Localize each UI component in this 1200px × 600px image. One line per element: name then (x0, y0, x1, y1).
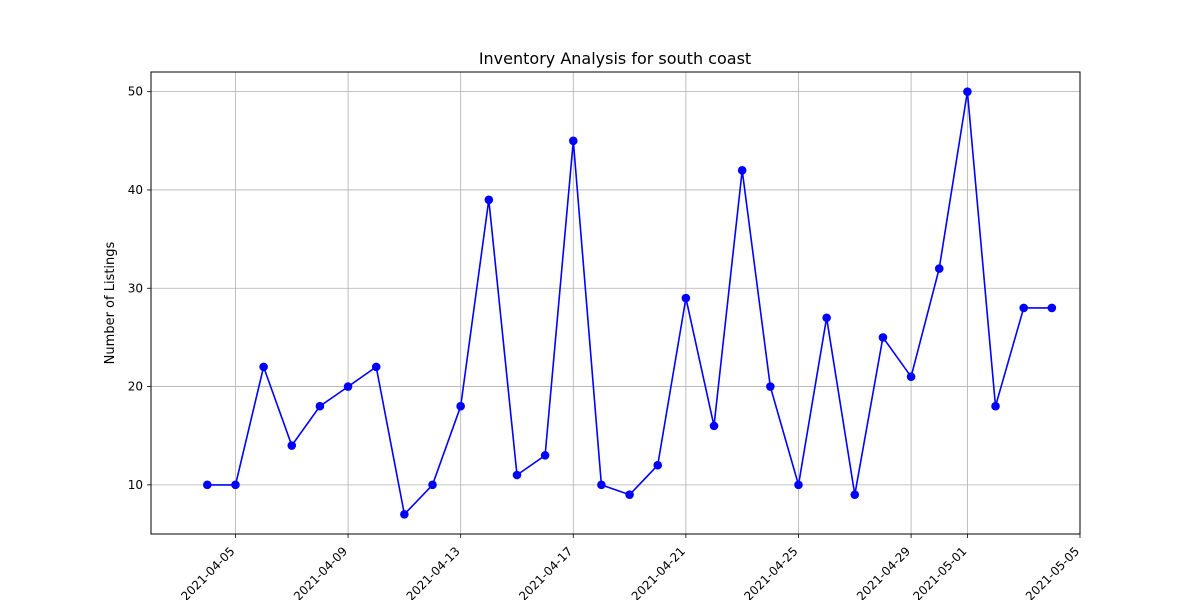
data-point (737, 165, 747, 175)
x-tick-label: 2021-05-05 (1023, 544, 1082, 600)
data-point (709, 421, 719, 431)
data-point (568, 136, 578, 146)
y-axis-ticks: 10 20 30 40 50 (128, 85, 151, 492)
y-axis-label: Number of Listings (103, 241, 118, 364)
y-tick-label: 40 (128, 183, 143, 197)
data-point (597, 480, 606, 490)
data-point (456, 401, 465, 411)
data-point (963, 87, 972, 96)
data-point (287, 441, 297, 450)
data-point (371, 362, 381, 372)
data-point (934, 264, 944, 273)
data-point (991, 401, 1000, 411)
x-tick-label: 2021-04-21 (629, 544, 688, 600)
data-point (1047, 303, 1057, 313)
data-point (766, 382, 775, 391)
data-point (653, 460, 663, 470)
x-tick-label: 2021-04-29 (854, 544, 913, 600)
x-tick-label: 2021-04-13 (404, 544, 463, 600)
y-tick-label: 50 (128, 85, 143, 99)
series-line-layer (207, 91, 1052, 516)
plot-frame (150, 71, 1081, 535)
data-point (400, 510, 409, 519)
x-tick-label: 2021-04-25 (741, 544, 800, 600)
grid (151, 72, 1081, 534)
data-point (794, 480, 803, 490)
data-points (203, 87, 1057, 519)
data-point (1019, 303, 1028, 313)
x-tick-label: 2021-04-05 (178, 544, 237, 600)
data-point (878, 333, 888, 342)
x-tick-label: 2021-04-17 (516, 544, 575, 600)
data-point (512, 470, 522, 480)
y-tick-label: 20 (128, 380, 143, 394)
data-point (203, 480, 212, 490)
chart-title: Inventory Analysis for south coast (479, 49, 751, 68)
y-tick-label: 10 (128, 478, 143, 492)
data-point (484, 195, 494, 205)
data-point (906, 372, 916, 382)
data-point (259, 362, 268, 372)
series-line (207, 91, 1052, 516)
x-axis-ticks: 2021-04-05 2021-04-09 2021-04-13 2021-04-17… (178, 534, 1082, 600)
y-tick-label: 30 (128, 281, 143, 295)
x-tick-label: 2021-05-01 (910, 544, 969, 600)
data-point (428, 480, 437, 490)
data-point (850, 490, 860, 499)
data-point (231, 480, 240, 490)
x-tick-label: 2021-04-09 (291, 544, 350, 600)
data-point (822, 313, 831, 323)
data-point (681, 293, 691, 303)
data-point (315, 401, 325, 411)
data-point (343, 382, 353, 391)
data-point (540, 451, 550, 460)
data-point (625, 490, 634, 499)
